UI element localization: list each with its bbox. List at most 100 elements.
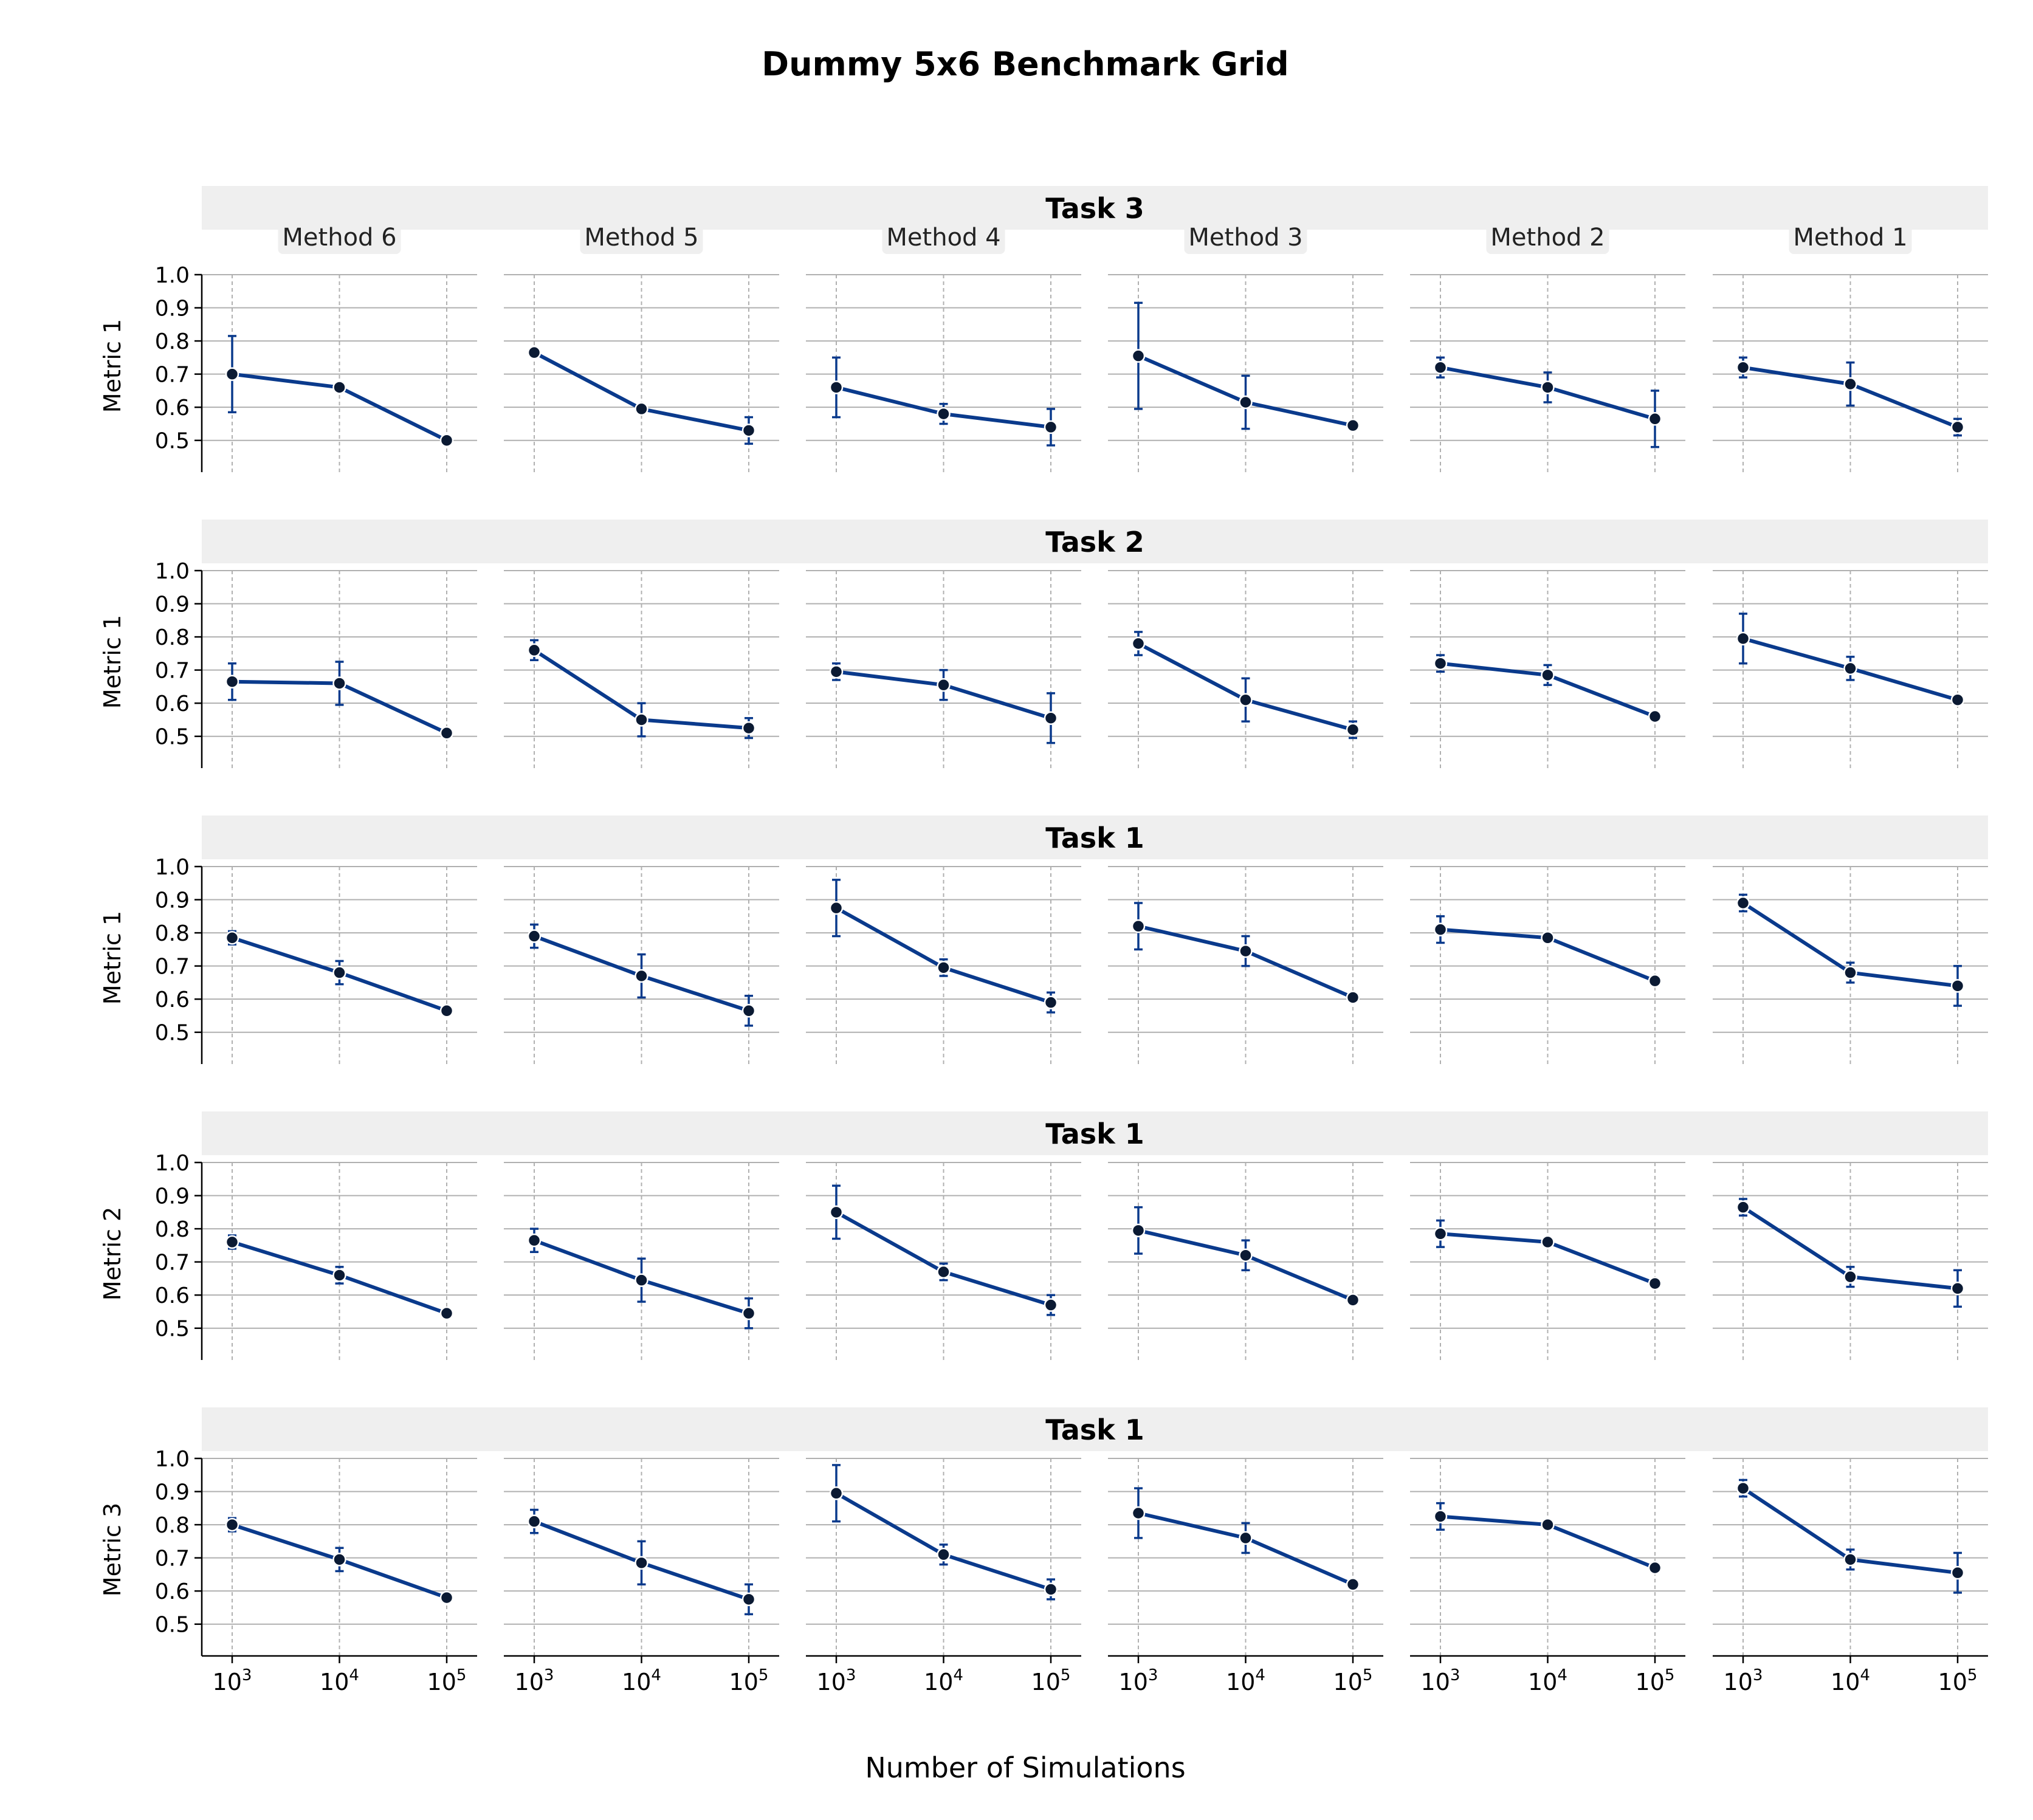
column-label-box (1184, 219, 1307, 254)
data-point (635, 402, 648, 416)
y-tick-label: 0.6 (155, 1283, 190, 1308)
data-point (1239, 1248, 1253, 1262)
x-tick-label-exponent: 3 (1753, 1666, 1763, 1684)
data-point (1541, 1235, 1555, 1249)
data-point (225, 931, 239, 945)
y-tick-label: 0.7 (155, 1251, 190, 1276)
data-point (829, 901, 844, 915)
chart-title: Dummy 5x6 Benchmark Grid (762, 45, 1288, 83)
panel: Method 5 (504, 219, 779, 472)
panel: Method 6 0.5 0.6 0.7 0.8 0.9 1.0 (155, 219, 477, 472)
x-tick-label-base: 10 (1938, 1669, 1967, 1695)
data-point (1736, 896, 1750, 910)
x-tick-label: 104 (1831, 1666, 1870, 1695)
y-axis-label: Metric 1 (99, 911, 126, 1004)
y-tick-label: 0.6 (155, 396, 190, 421)
row-group: Task 1 Metric 1 0.5 0.6 0.7 0.8 0.9 1.0 (99, 816, 1988, 1064)
x-tick-label: 105 (1938, 1666, 1978, 1695)
task-strip-label: Task 1 (1045, 822, 1144, 854)
panel (504, 866, 779, 1064)
x-tick-label-exponent: 4 (1860, 1666, 1870, 1684)
x-tick-label-exponent: 4 (349, 1666, 359, 1684)
column-label: Method 5 (584, 224, 698, 252)
x-tick-label-exponent: 3 (1148, 1666, 1158, 1684)
data-point (1648, 974, 1662, 988)
data-point (439, 433, 454, 447)
data-point (635, 969, 648, 983)
data-point (1239, 693, 1253, 707)
panel (806, 1162, 1081, 1360)
data-point (332, 1553, 346, 1567)
y-axis-label: Metric 3 (99, 1503, 126, 1596)
data-point (1950, 1282, 1965, 1296)
panel: 103 104 105 (806, 1458, 1081, 1695)
y-tick-label: 1.0 (155, 1151, 190, 1176)
panel: 103 104 105 (1713, 1458, 1988, 1695)
y-tick-label: 1.0 (155, 855, 190, 880)
data-point (829, 665, 844, 679)
y-axis-label: Metric 1 (99, 319, 126, 413)
column-label-box (1789, 219, 1912, 254)
panel (504, 570, 779, 768)
data-point (1044, 1582, 1058, 1596)
x-tick-label-base: 10 (1831, 1669, 1860, 1695)
data-point (1541, 668, 1555, 682)
data-point (829, 1205, 844, 1220)
data-point (937, 1265, 951, 1279)
data-point (1736, 631, 1750, 646)
data-point (527, 1233, 542, 1248)
y-tick-label: 0.5 (155, 1613, 190, 1638)
data-point (1433, 1509, 1448, 1523)
data-point (937, 1547, 951, 1562)
data-point (635, 713, 648, 727)
x-tick-label-base: 10 (515, 1669, 544, 1695)
x-tick-label: 105 (729, 1666, 769, 1695)
y-tick-label: 0.9 (155, 1480, 190, 1505)
data-point (1346, 991, 1360, 1004)
x-tick-label: 105 (1333, 1666, 1373, 1695)
y-tick-label: 0.9 (155, 1184, 190, 1209)
x-tick-label: 103 (817, 1666, 856, 1695)
data-point (1131, 1506, 1146, 1520)
task-strip (202, 1111, 1988, 1155)
panel (504, 1162, 779, 1360)
x-tick-label: 103 (1724, 1666, 1763, 1695)
y-tick-label: 0.7 (155, 363, 190, 388)
panel (806, 866, 1081, 1064)
data-point (1541, 931, 1555, 945)
data-point (439, 1590, 454, 1605)
panel (1410, 1162, 1685, 1360)
data-point (1433, 1227, 1448, 1241)
data-point (1044, 1298, 1058, 1312)
task-strip (202, 1407, 1988, 1451)
data-point (741, 424, 756, 438)
y-axis-label: Metric 1 (99, 615, 126, 709)
data-point (635, 1556, 648, 1570)
x-tick-label-exponent: 4 (953, 1666, 963, 1684)
data-point (1239, 944, 1253, 958)
y-tick-label: 1.0 (155, 559, 190, 584)
y-tick-label: 0.5 (155, 1021, 190, 1046)
row-group: Task 1 Metric 2 0.5 0.6 0.7 0.8 0.9 1.0 (99, 1111, 1988, 1360)
data-point (1843, 1553, 1857, 1567)
data-point (1044, 420, 1058, 434)
y-tick-label: 0.7 (155, 659, 190, 684)
data-point (1843, 966, 1857, 980)
y-tick-label: 0.5 (155, 1317, 190, 1342)
y-tick-label: 0.6 (155, 692, 190, 716)
x-tick-label-base: 10 (1724, 1669, 1753, 1695)
panel: 103 104 105 (504, 1458, 779, 1695)
data-point (225, 1235, 239, 1249)
x-tick-label: 103 (515, 1666, 554, 1695)
column-label: Method 1 (1793, 224, 1907, 252)
x-tick-label-exponent: 5 (1061, 1666, 1071, 1684)
y-tick-label: 1.0 (155, 263, 190, 288)
data-point (1648, 1276, 1662, 1291)
data-point (1843, 661, 1857, 676)
task-strip-label: Task 1 (1045, 1413, 1144, 1446)
column-label: Method 6 (282, 224, 396, 252)
y-tick-label: 0.5 (155, 725, 190, 750)
panel (1410, 570, 1685, 768)
x-axis-label: Number of Simulations (865, 1751, 1185, 1784)
